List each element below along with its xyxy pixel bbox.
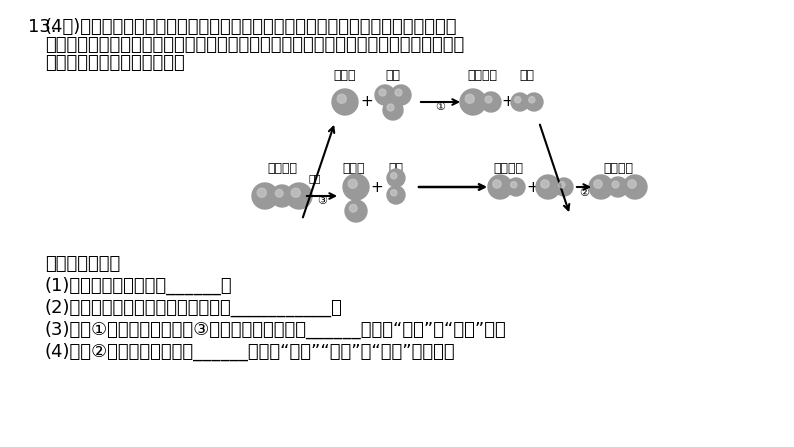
Circle shape	[594, 180, 602, 188]
Circle shape	[276, 190, 283, 197]
Circle shape	[511, 93, 529, 111]
Text: +: +	[371, 180, 384, 194]
Circle shape	[343, 174, 369, 200]
Circle shape	[628, 180, 636, 188]
Circle shape	[391, 173, 397, 179]
Text: 日光: 日光	[309, 173, 322, 183]
Circle shape	[391, 190, 397, 196]
Circle shape	[349, 179, 357, 188]
Circle shape	[291, 188, 300, 197]
Circle shape	[608, 177, 628, 197]
Circle shape	[383, 100, 403, 120]
Text: ①: ①	[435, 102, 445, 112]
Text: ③: ③	[317, 196, 327, 206]
Circle shape	[387, 169, 405, 187]
Text: 氯原子: 氯原子	[333, 69, 357, 82]
Text: 氯原子: 氯原子	[343, 162, 365, 175]
Circle shape	[536, 175, 560, 199]
Text: (2)臭氧与氧气化学性质不同的原因是___________。: (2)臭氧与氧气化学性质不同的原因是___________。	[45, 299, 343, 317]
Text: 臭氧: 臭氧	[386, 69, 400, 82]
Text: ②: ②	[579, 188, 589, 198]
Circle shape	[395, 89, 402, 96]
Text: 破坏臭氧的循环示意图如图：: 破坏臭氧的循环示意图如图：	[45, 54, 185, 72]
Circle shape	[252, 183, 278, 209]
Circle shape	[337, 94, 346, 103]
Circle shape	[391, 85, 411, 105]
Circle shape	[525, 93, 543, 111]
Circle shape	[507, 178, 525, 196]
Circle shape	[387, 104, 394, 111]
Circle shape	[555, 178, 573, 196]
Text: (1)写出臭氧的化学式：______。: (1)写出臭氧的化学式：______。	[45, 277, 233, 295]
Circle shape	[493, 180, 501, 188]
Circle shape	[485, 96, 492, 103]
Circle shape	[488, 175, 512, 199]
Circle shape	[286, 183, 312, 209]
Circle shape	[332, 89, 358, 115]
Circle shape	[612, 181, 619, 188]
Text: (3)反应①中的氯原子与反应③中的氯原子化学性质______（选填“相同”或“不同”）。: (3)反应①中的氯原子与反应③中的氯原子化学性质______（选填“相同”或“不…	[45, 321, 507, 339]
Circle shape	[460, 89, 486, 115]
Circle shape	[529, 97, 535, 103]
Text: +: +	[502, 94, 515, 110]
Text: 13.: 13.	[28, 18, 56, 36]
Circle shape	[481, 92, 501, 112]
Circle shape	[379, 89, 386, 96]
Circle shape	[623, 175, 647, 199]
Text: 回答下列问题：: 回答下列问题：	[45, 255, 120, 273]
Circle shape	[511, 181, 517, 188]
Circle shape	[589, 175, 613, 199]
Text: 一氧化氯: 一氧化氯	[467, 69, 497, 82]
Text: (4)反应②中的两种物质均由______（选填“分子”“原子”或“离子”）构成。: (4)反应②中的两种物质均由______（选填“分子”“原子”或“离子”）构成。	[45, 343, 456, 361]
Text: 氧气: 氧气	[388, 162, 403, 175]
Circle shape	[559, 181, 565, 188]
Text: 一氧化氯: 一氧化氯	[493, 162, 523, 175]
Circle shape	[345, 200, 367, 222]
Circle shape	[349, 204, 357, 212]
Circle shape	[375, 85, 395, 105]
Text: +: +	[526, 180, 539, 194]
Text: +: +	[360, 94, 373, 110]
Circle shape	[541, 180, 549, 188]
Text: (4分)北京冬奥会国家速滑馆的二氧化碳跨临界直冷制冰技术取代了氟利昂这一类对环: (4分)北京冬奥会国家速滑馆的二氧化碳跨临界直冷制冰技术取代了氟利昂这一类对环	[45, 18, 457, 36]
Circle shape	[465, 94, 474, 103]
Text: 境污染较大的人工合成制冷剂。氟利昂在紫外线的照射下能分解出氯原子破坏臭氧层，其: 境污染较大的人工合成制冷剂。氟利昂在紫外线的照射下能分解出氯原子破坏臭氧层，其	[45, 36, 464, 54]
Circle shape	[515, 97, 521, 103]
Circle shape	[387, 186, 405, 204]
Circle shape	[271, 185, 293, 207]
Text: 过氧化氯: 过氧化氯	[267, 162, 297, 175]
Text: 氧气: 氧气	[519, 69, 534, 82]
Text: 过氧化氯: 过氧化氯	[603, 162, 633, 175]
Circle shape	[257, 188, 266, 197]
